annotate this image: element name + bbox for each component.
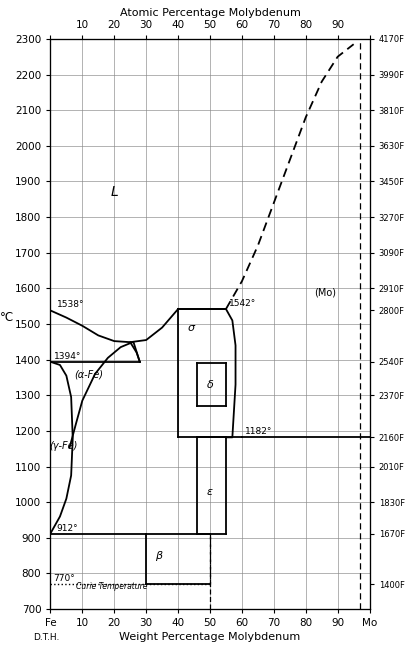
X-axis label: Weight Percentage Molybdenum: Weight Percentage Molybdenum xyxy=(119,632,301,642)
Text: 1538°: 1538° xyxy=(57,300,84,309)
Text: (Mo): (Mo) xyxy=(314,288,336,297)
Text: Curie Temperature: Curie Temperature xyxy=(76,582,147,591)
Text: L: L xyxy=(110,185,118,199)
Text: 1182°: 1182° xyxy=(245,427,273,436)
Text: 1542°: 1542° xyxy=(229,299,256,308)
Text: σ: σ xyxy=(187,323,194,333)
Text: 912°: 912° xyxy=(57,524,79,533)
Text: 770°: 770° xyxy=(54,575,75,583)
Text: 1394°: 1394° xyxy=(54,352,81,361)
Text: (α-Fe): (α-Fe) xyxy=(74,369,103,380)
Text: (γ-Fe): (γ-Fe) xyxy=(49,441,77,451)
Text: δ: δ xyxy=(207,380,213,390)
Text: D.T.H.: D.T.H. xyxy=(34,633,60,642)
X-axis label: Atomic Percentage Molybdenum: Atomic Percentage Molybdenum xyxy=(120,8,300,17)
Y-axis label: °C: °C xyxy=(0,311,14,324)
Text: ε: ε xyxy=(207,487,213,497)
Text: β: β xyxy=(155,551,163,561)
